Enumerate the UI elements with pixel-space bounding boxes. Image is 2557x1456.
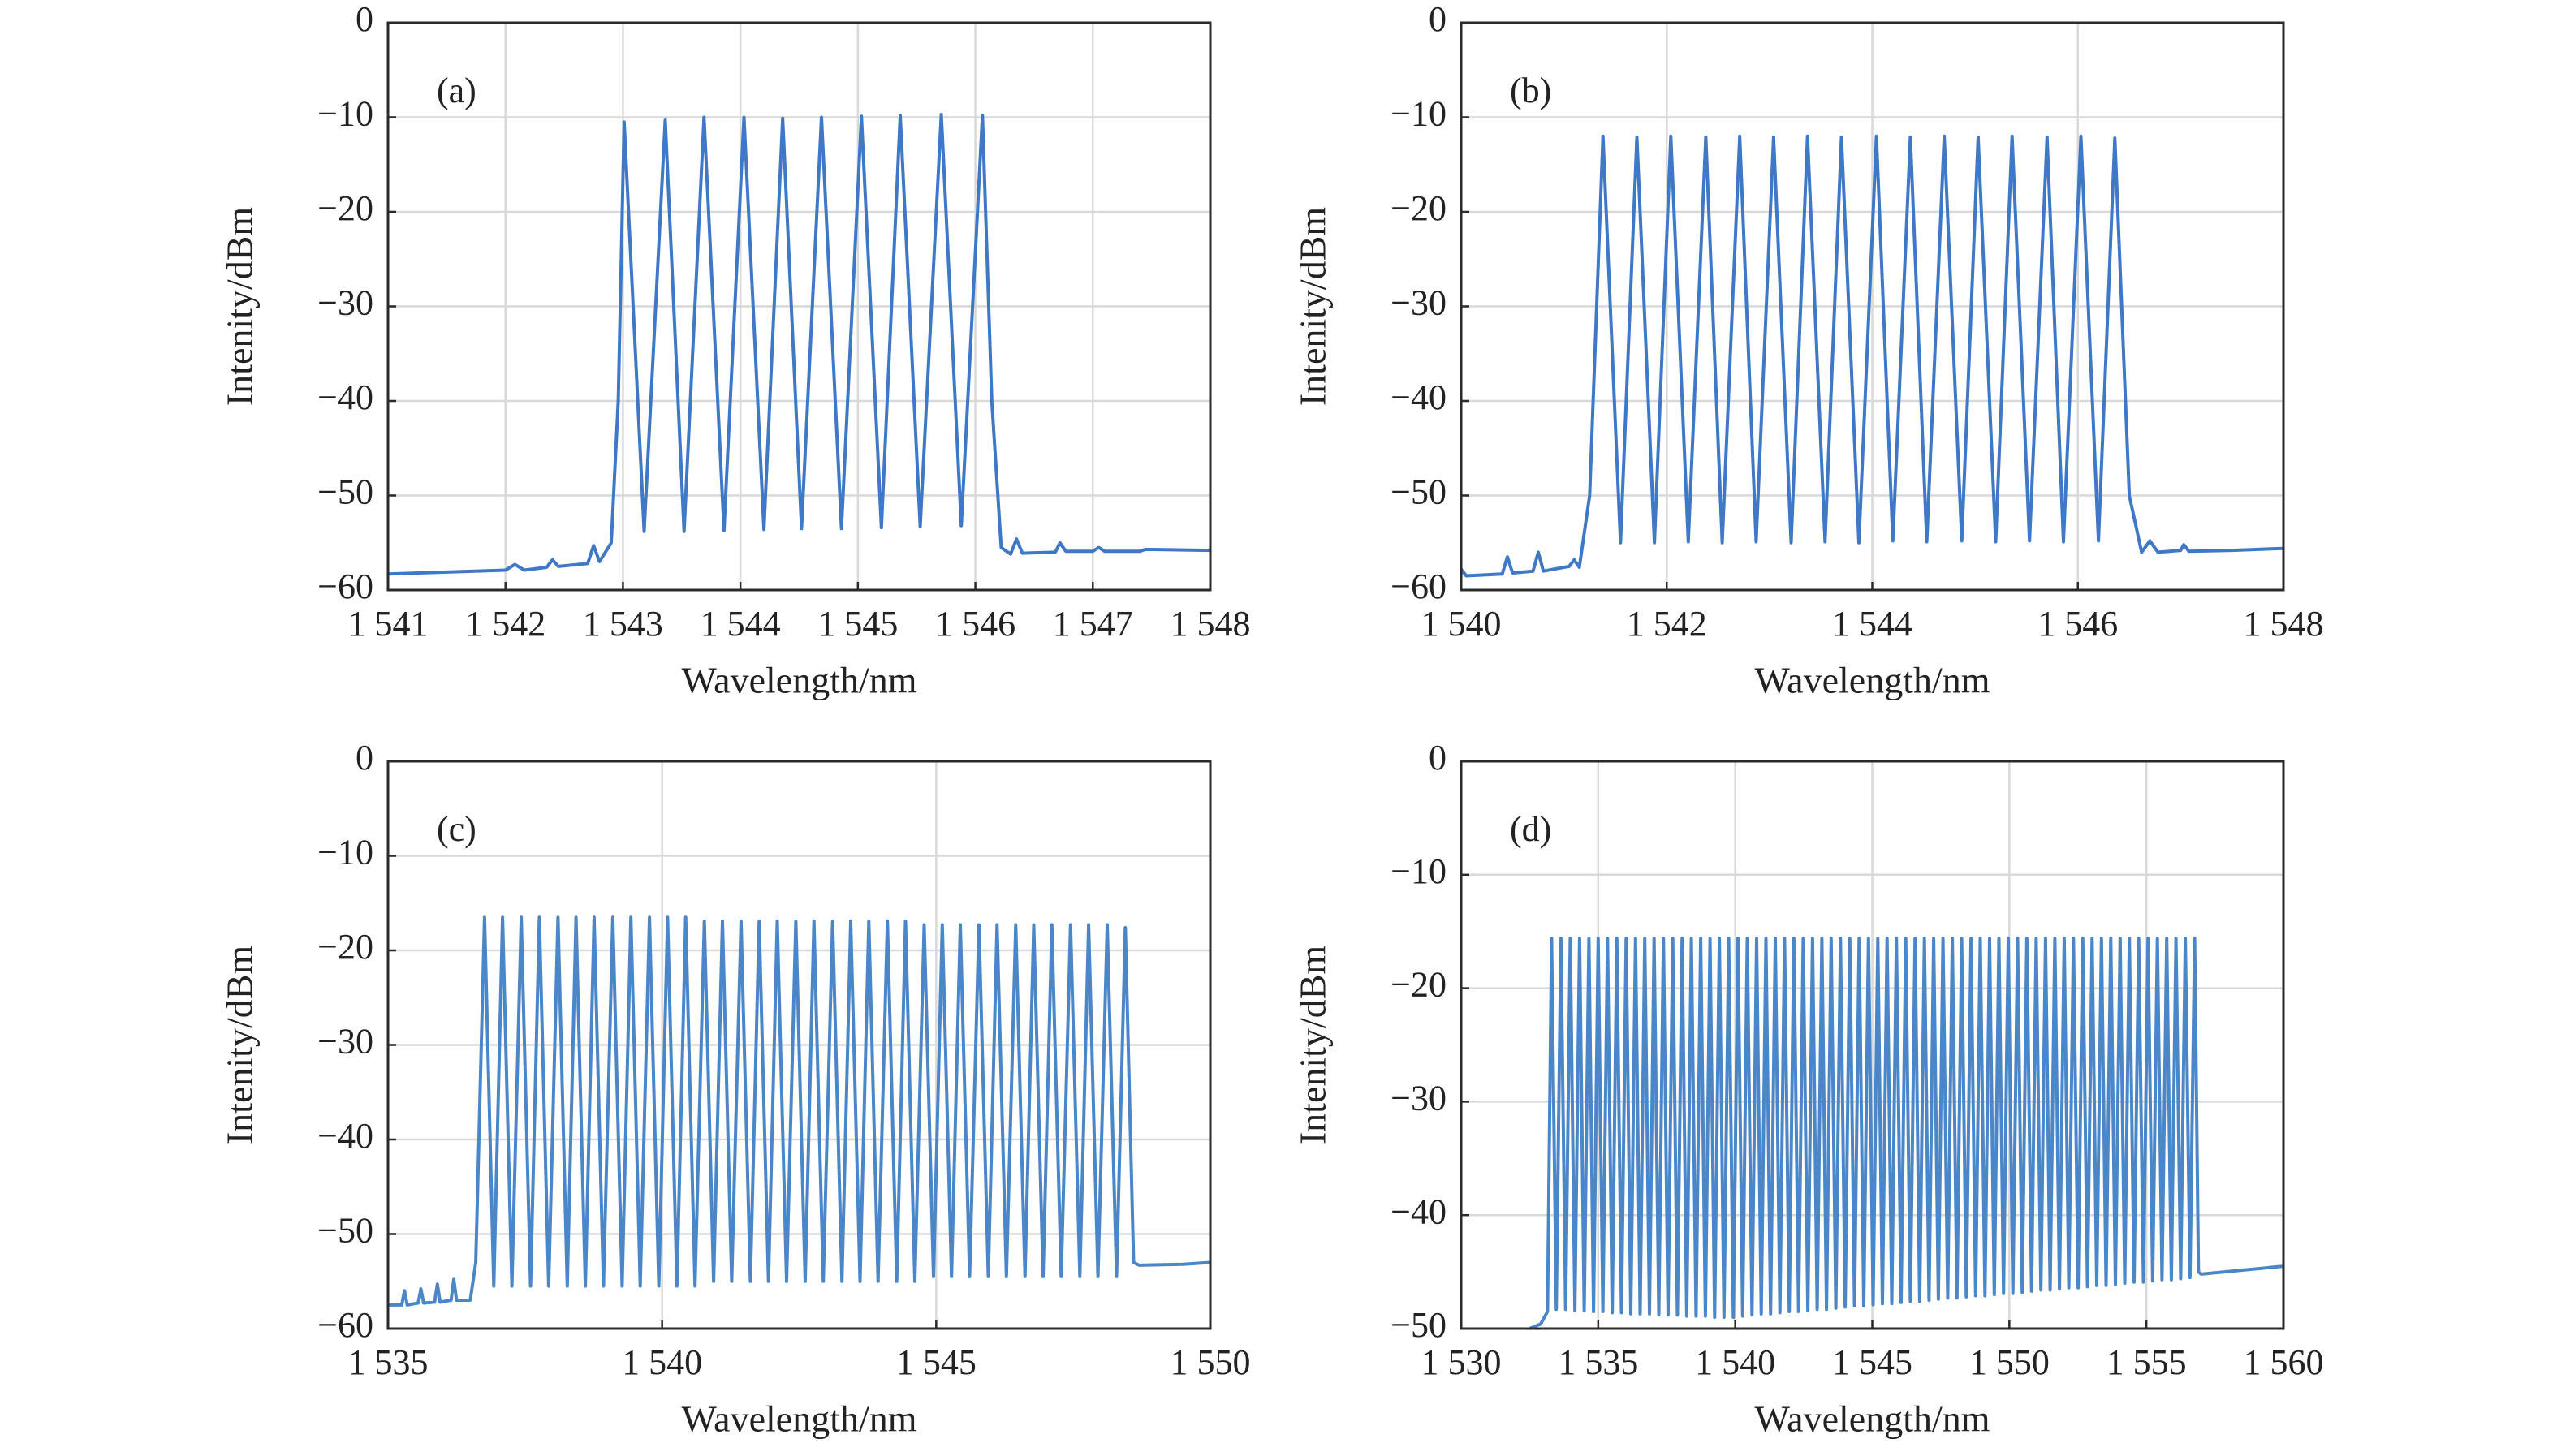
y-tick-label: −60 [317,1305,373,1345]
y-tick-label: −50 [317,472,373,512]
plot-frame [1460,760,2285,1330]
y-tick-label: −60 [1391,566,1447,606]
y-tick-label: −50 [1391,1305,1447,1345]
x-tick-label: 1 547 [1053,604,1133,644]
x-axis-label: Wavelength/nm [681,660,916,701]
x-tick-label: 1 548 [2244,604,2324,644]
spectrum-line [388,915,1211,1307]
x-tick-label: 1 541 [348,604,429,644]
y-tick-label: −30 [317,1022,373,1062]
x-axis-label: Wavelength/nm [681,1398,916,1440]
y-tick-label: 0 [1429,0,1447,39]
x-tick-label: 1 535 [348,1342,429,1382]
plot-frame [386,760,1212,1330]
x-tick-label: 1 544 [1832,604,1912,644]
y-tick-label: −50 [317,1211,373,1251]
x-tick-label: 1 544 [701,604,781,644]
x-tick-label: 1 545 [896,1342,977,1382]
x-axis-label: Wavelength/nm [1754,1398,1990,1440]
y-tick-label: −40 [1391,1191,1447,1231]
y-tick-label: −30 [317,283,373,323]
y-tick-label: −20 [1391,965,1447,1005]
panel: 1 541 1 542 1 543 1 544 1 545 1 546 1 547 1 548… [219,0,1251,701]
y-tick-label: −40 [317,1116,373,1156]
x-tick-label: 1 548 [1171,604,1251,644]
y-axis-label: Intenity/dBm [219,946,261,1145]
panel: 1 540 1 542 1 544 1 546 1 548 0 −10 −20 −30 −40 −5… [1292,0,2324,701]
spectrum-line [387,113,1211,576]
y-tick-label: −40 [317,377,373,417]
panel: 1 535 1 540 1 545 1 550 0 −10 −20 −30 −40 −50 −60 (… [219,738,1251,1439]
y-tick-label: −10 [1391,94,1447,134]
y-tick-label: 0 [1429,738,1447,778]
y-tick-label: −20 [317,188,373,228]
x-tick-label: 1 530 [1421,1342,1502,1382]
x-tick-label: 1 542 [1627,604,1707,644]
y-tick-label: −10 [317,94,373,134]
y-tick-label: −10 [317,833,373,872]
panel-label: (b) [1510,71,1551,110]
y-tick-label: −40 [1391,377,1447,417]
y-axis-label: Intenity/dBm [1292,207,1334,407]
y-axis-label: Intenity/dBm [219,207,261,407]
y-tick-label: −60 [317,566,373,606]
x-tick-label: 1 543 [583,604,663,644]
panel-label: (a) [437,71,476,110]
panel-label: (c) [437,809,476,849]
spectrum-line [1460,134,2284,578]
x-tick-label: 1 545 [817,604,898,644]
y-tick-label: −30 [1391,1078,1447,1118]
x-tick-label: 1 546 [2037,604,2118,644]
y-tick-label: −20 [1391,188,1447,228]
x-tick-label: 1 542 [465,604,545,644]
y-axis-label: Intenity/dBm [1292,946,1334,1145]
y-tick-label: −10 [1391,851,1447,891]
x-tick-label: 1 540 [1421,604,1502,644]
plot-frame [1460,21,2285,592]
x-tick-label: 1 550 [1969,1342,2050,1382]
x-tick-label: 1 540 [1695,1342,1775,1382]
y-tick-label: −50 [1391,472,1447,512]
x-tick-label: 1 546 [935,604,1015,644]
y-tick-label: −30 [1391,283,1447,323]
x-tick-label: 1 545 [1832,1342,1912,1382]
x-tick-label: 1 550 [1171,1342,1251,1382]
x-tick-label: 1 540 [622,1342,702,1382]
y-tick-label: −20 [317,927,373,967]
x-axis-label: Wavelength/nm [1754,660,1990,701]
y-tick-label: 0 [356,0,373,39]
x-tick-label: 1 535 [1558,1342,1638,1382]
spectrum-line [1529,937,2284,1330]
panel-label: (d) [1510,809,1551,849]
x-tick-label: 1 555 [2106,1342,2187,1382]
panel: 1 530 1 535 1 540 1 545 1 550 1 555 1 560 0 −10 −… [1292,738,2324,1439]
x-tick-label: 1 560 [2244,1342,2324,1382]
y-tick-label: 0 [356,738,373,778]
plot-frame [386,21,1212,592]
